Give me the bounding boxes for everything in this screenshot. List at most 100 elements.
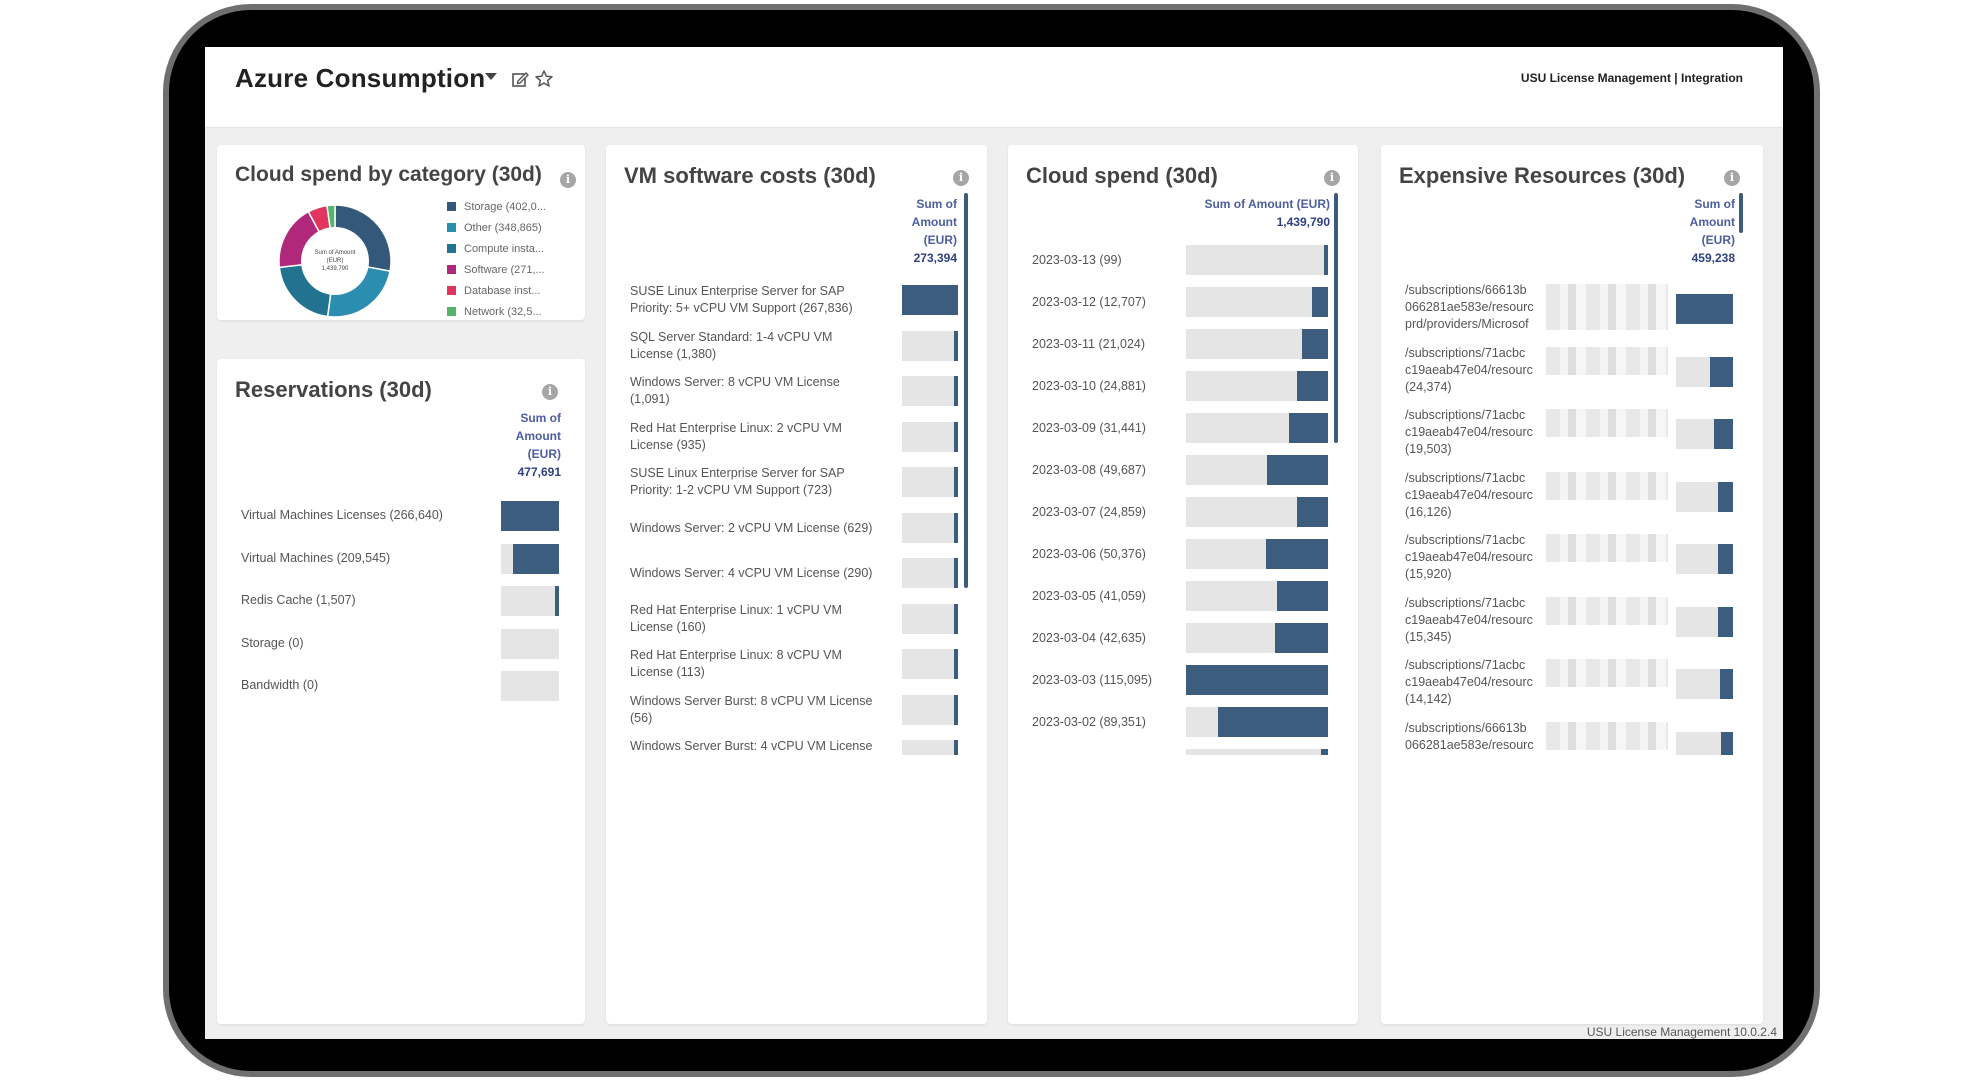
bar-track[interactable] (1676, 606, 1733, 637)
scrollbar[interactable] (1334, 193, 1338, 443)
resource-path-label[interactable]: /subscriptions/66613b (1405, 283, 1527, 297)
info-icon[interactable]: i (560, 172, 576, 188)
spend-row-label[interactable]: 2023-03-12 (12,707) (1032, 295, 1146, 309)
vm-row-label[interactable]: Windows Server: 2 vCPU VM License (629) (630, 520, 873, 535)
resource-path-label[interactable]: (16,126) (1405, 504, 1452, 519)
vm-row-label[interactable]: Windows Server Burst: 8 vCPU VM License (630, 693, 873, 708)
bar-track[interactable] (501, 501, 559, 531)
bar-track[interactable] (902, 512, 958, 543)
dashboard-title[interactable]: Azure Consumption (235, 63, 486, 93)
resource-path-label[interactable]: (24,374) (1405, 379, 1452, 394)
vm-row-label[interactable]: (56) (630, 710, 653, 725)
bar-track[interactable] (1186, 413, 1328, 443)
resource-path-label[interactable]: /subscriptions/66613b (1405, 720, 1527, 735)
spend-row-label[interactable]: 2023-03-10 (24,881) (1032, 379, 1146, 393)
bar-track[interactable] (1186, 245, 1328, 275)
spend-row-label[interactable]: 2023-03-02 (89,351) (1032, 715, 1146, 729)
star-icon[interactable] (534, 69, 554, 89)
spend-row-label[interactable]: 2023-03-04 (42,635) (1032, 631, 1146, 645)
vm-row-label[interactable]: License (935) (630, 437, 706, 452)
bar-track[interactable] (1676, 669, 1733, 699)
reservation-label[interactable]: Storage (0) (241, 635, 304, 650)
info-icon[interactable]: i (1324, 170, 1340, 186)
bar-track[interactable] (1676, 294, 1733, 324)
resource-path-label[interactable]: 066281ae583e/resourc (1405, 300, 1534, 314)
bar-track[interactable] (1186, 749, 1328, 755)
bar-track[interactable] (1186, 707, 1328, 737)
spend-row-label[interactable]: 2023-03-08 (49,687) (1032, 463, 1146, 477)
bar-track[interactable] (902, 558, 958, 588)
bar-track[interactable] (1676, 731, 1733, 755)
chevron-down-icon[interactable] (485, 73, 497, 80)
bar-track[interactable] (1676, 544, 1733, 574)
bar-track[interactable] (501, 671, 559, 701)
bar-track[interactable] (1186, 455, 1328, 485)
legend-item[interactable]: Software (271,... (447, 264, 545, 276)
vm-row-label[interactable]: (1,091) (630, 392, 670, 406)
legend-item[interactable]: Storage (402,0... (447, 201, 546, 213)
bar-track[interactable] (1186, 497, 1328, 527)
bar-track[interactable] (1186, 371, 1328, 401)
reservation-label[interactable]: Virtual Machines (209,545) (241, 550, 391, 565)
info-icon[interactable]: i (953, 170, 969, 186)
resource-path-label[interactable]: (15,920) (1405, 567, 1452, 581)
spend-row-label[interactable]: 2023-03-13 (99) (1032, 253, 1122, 267)
resource-path-label[interactable]: c19aeab47e04/resourc (1405, 487, 1533, 502)
spend-row-label[interactable]: 2023-03-11 (21,024) (1032, 337, 1146, 351)
bar-track[interactable] (902, 285, 958, 315)
bar-track[interactable] (1186, 581, 1328, 611)
bar-track[interactable] (1186, 539, 1328, 569)
bar-track[interactable] (501, 628, 559, 659)
info-icon[interactable]: i (1724, 170, 1740, 186)
reservation-label[interactable]: Virtual Machines Licenses (266,640) (241, 508, 443, 522)
reservation-label[interactable]: Redis Cache (1,507) (241, 593, 356, 607)
info-icon[interactable]: i (542, 384, 558, 400)
vm-row-label[interactable]: Windows Server: 8 vCPU VM License (630, 375, 840, 389)
bar-track[interactable] (902, 421, 958, 452)
resource-path-label[interactable]: 066281ae583e/resourc (1405, 737, 1534, 752)
edit-icon[interactable] (510, 69, 530, 89)
resource-path-label[interactable]: c19aeab47e04/resourc (1405, 425, 1533, 439)
bar-track[interactable] (902, 694, 958, 725)
resource-path-label[interactable]: /subscriptions/71acbc (1405, 470, 1526, 485)
vm-row-label[interactable]: License (1,380) (630, 346, 717, 361)
resource-path-label[interactable]: (15,345) (1405, 629, 1452, 644)
bar-track[interactable] (1676, 356, 1733, 387)
resource-path-label[interactable]: /subscriptions/71acbc (1405, 533, 1526, 547)
bar-track[interactable] (902, 376, 958, 406)
resource-path-label[interactable]: (14,142) (1405, 692, 1452, 706)
reservation-label[interactable]: Bandwidth (0) (241, 678, 319, 692)
spend-row-label[interactable]: 2023-03-09 (31,441) (1032, 421, 1146, 435)
bar-track[interactable] (902, 603, 958, 634)
vm-row-label[interactable]: SUSE Linux Enterprise Server for SAP (630, 284, 845, 298)
spend-row-label[interactable]: 2023-03-07 (24,859) (1032, 505, 1146, 519)
resource-path-label[interactable]: c19aeab47e04/resourc (1405, 362, 1533, 377)
scrollbar[interactable] (1739, 193, 1743, 233)
vm-row-label[interactable]: SQL Server Standard: 1-4 vCPU VM (630, 329, 833, 344)
bar-track[interactable] (902, 649, 958, 679)
legend-item[interactable]: Other (348,865) (447, 222, 542, 234)
bar-track[interactable] (1186, 665, 1328, 695)
legend-item[interactable]: Compute insta... (447, 243, 544, 255)
vm-row-label[interactable]: Red Hat Enterprise Linux: 2 vCPU VM (630, 420, 842, 435)
vm-row-label[interactable]: Windows Server Burst: 4 vCPU VM License (630, 739, 873, 753)
bar-track[interactable] (1186, 623, 1328, 653)
vm-row-label[interactable]: Priority: 1-2 vCPU VM Support (723) (630, 483, 833, 497)
bar-track[interactable] (501, 543, 559, 574)
bar-track[interactable] (1186, 329, 1328, 359)
bar-track[interactable] (501, 586, 559, 616)
resource-path-label[interactable]: /subscriptions/71acbc (1405, 658, 1526, 672)
vm-row-label[interactable]: Red Hat Enterprise Linux: 8 vCPU VM (630, 648, 842, 662)
bar-track[interactable] (902, 467, 958, 497)
resource-path-label[interactable]: c19aeab47e04/resourc (1405, 675, 1533, 689)
resource-path-label[interactable]: prd/providers/Microsof (1405, 317, 1529, 331)
bar-track[interactable] (1186, 287, 1328, 317)
vm-row-label[interactable]: Windows Server: 4 vCPU VM License (290) (630, 566, 873, 580)
vm-row-label[interactable]: License (160) (630, 619, 706, 634)
resource-path-label[interactable]: /subscriptions/71acbc (1405, 345, 1526, 360)
vm-row-label[interactable]: License (113) (630, 665, 705, 679)
legend-item[interactable]: Network (32,5... (447, 306, 542, 318)
bar-track[interactable] (1676, 481, 1733, 512)
spend-row-label[interactable]: 2023-03-06 (50,376) (1032, 547, 1146, 561)
resource-path-label[interactable]: c19aeab47e04/resourc (1405, 550, 1533, 564)
